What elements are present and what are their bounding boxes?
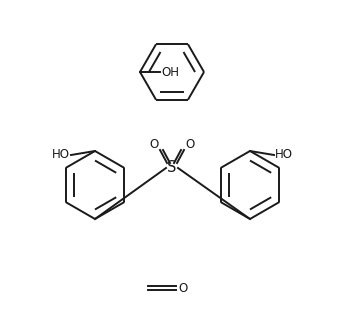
Text: O: O [178, 282, 187, 295]
Text: HO: HO [52, 149, 70, 161]
Text: OH: OH [161, 65, 179, 78]
Text: O: O [185, 137, 195, 150]
Text: HO: HO [275, 149, 293, 161]
Text: O: O [149, 137, 159, 150]
Text: S: S [167, 161, 177, 175]
